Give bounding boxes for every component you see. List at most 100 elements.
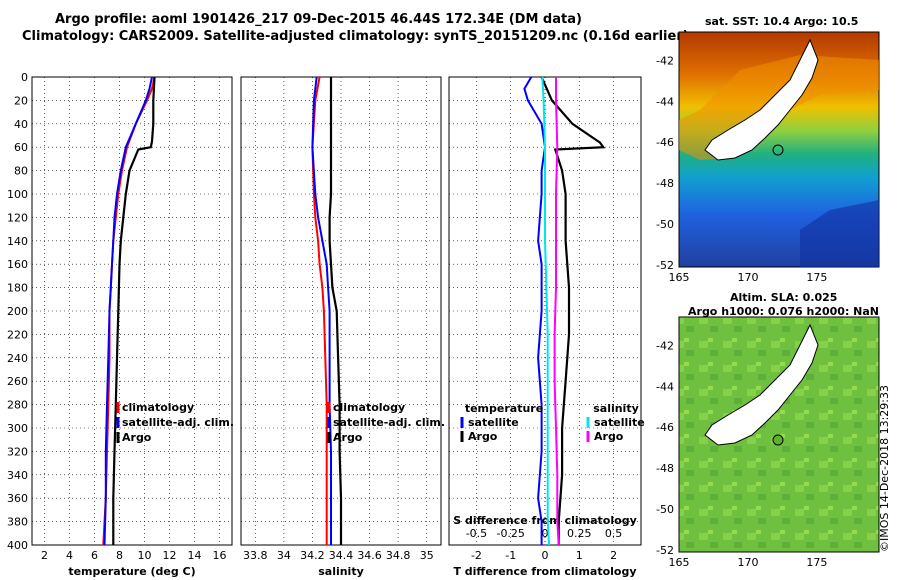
sst-map-x-tick-label: 175 [806,271,827,284]
sst-map-y-tick-label: -50 [656,218,674,231]
y-tick-label: 400 [7,539,28,552]
sla-map-y-tick-label: -46 [656,421,674,434]
x-tick-label: 33.8 [243,549,268,562]
sst-map-y-tick-label: -46 [656,136,674,149]
x-tick-label: 35 [420,549,434,562]
legend-label: satellite-adj. clim. [333,416,445,429]
legend-label: Argo [122,431,152,444]
x-secondary-tick-label: 0.5 [605,527,623,540]
y-tick-label: 340 [7,469,28,482]
sla-map-x-tick-label: 165 [669,556,690,569]
x-tick-label: 2 [41,549,48,562]
y-tick-label: 380 [7,516,28,529]
y-tick-label: 0 [21,71,28,84]
panel-temperature: 0 20 40 60 80 100 120 140 160 180 200 220 240 260 280 3… [7,71,234,578]
legend-label: Argo [333,431,363,444]
y-tick-label: 160 [7,258,28,271]
series-line [523,76,547,545]
sst-new-zealand-land [704,38,819,161]
y-tick-label: 280 [7,399,28,412]
y-tick-label: 300 [7,422,28,435]
series-line [328,77,343,545]
legend-label: Argo [468,430,498,443]
series-line [103,76,153,546]
x-tick-label: 1 [576,549,583,562]
x-tick-label: 34.4 [329,549,354,562]
x-secondary-axis-label: S difference from climatology [453,514,637,527]
x-axis-label: temperature (deg C) [68,565,195,578]
chart-title-line2: Climatology: CARS2009. Satellite-adjuste… [22,29,689,44]
sst-map-x-tick-label: 170 [737,271,758,284]
x-tick-label: 34 [277,549,291,562]
x-tick-label: 34.6 [357,549,382,562]
sst-map-title: sat. SST: 10.4 Argo: 10.5 [705,15,859,28]
sla-argo-marker [772,434,784,446]
y-tick-label: 40 [14,118,28,131]
legend-label: satellite [468,416,519,429]
y-tick-label: 60 [14,141,28,154]
series-line [553,77,560,546]
x-tick-label: 4 [66,549,73,562]
legend-salinity-title: salinity [593,402,639,415]
y-tick-label: 180 [7,282,28,295]
y-tick-label: 220 [7,328,28,341]
sla-map-y-tick-label: -52 [656,544,674,557]
sla-map [678,316,880,553]
x-tick-label: 14 [188,549,202,562]
x-axis-label: T difference from climatology [453,565,636,578]
x-tick-label: 0 [542,549,549,562]
sla-map-title-line2: Argo h1000: 0.076 h2000: NaN [688,305,880,318]
legend-label: climatology [122,401,194,414]
sla-map-x-tick-label: 175 [806,556,827,569]
series-line [540,76,606,545]
x-secondary-tick-label: -0.25 [496,527,524,540]
sla-new-zealand-land [704,323,819,446]
sst-map-y-tick-label: -44 [656,95,674,108]
sst-cold-pool [800,200,879,267]
x-tick-label: 8 [116,549,123,562]
legend-label: Argo [594,430,624,443]
y-tick-label: 260 [7,375,28,388]
x-tick-label: 34.2 [300,549,325,562]
legend-temperature-title: temperature [465,402,543,415]
x-tick-label: 12 [163,549,177,562]
x-tick-label: -2 [471,549,482,562]
sla-map-title-line1: Altim. SLA: 0.025 [730,291,838,304]
sla-map-y-tick-label: -48 [656,462,674,475]
x-axis-label: salinity [318,565,364,578]
sla-map-y-tick-label: -42 [656,339,674,352]
legend-label: satellite-adj. clim. [122,416,234,429]
sst-map-y-tick-label: -48 [656,177,674,190]
y-tick-label: 200 [7,305,28,318]
chart-title-line1: Argo profile: aoml 1901426_217 09-Dec-20… [55,12,582,27]
panel-salinity: 33.8 34 34.2 34.4 34.6 34.8 35 salinity climatol… [240,76,445,578]
legend-label: satellite [594,416,645,429]
y-tick-label: 140 [7,235,28,248]
y-tick-label: 20 [14,94,28,107]
sst-argo-marker [772,144,784,156]
x-tick-label: 6 [91,549,98,562]
legend-label: climatology [333,401,405,414]
x-tick-label: 34.8 [386,549,411,562]
x-tick-label: 16 [213,549,227,562]
series-line [112,76,156,545]
copyright-stamp: ©IMOS 14-Dec-2018 13:29:33 [878,385,891,552]
panel-difference: -2 -1 0 1 2-0.5 -0.25 0 0.25 0.5S difference fro… [448,76,645,578]
y-tick-label: 120 [7,211,28,224]
sla-map-y-tick-label: -50 [656,503,674,516]
sst-map-y-tick-label: -52 [656,259,674,272]
sst-map-y-tick-label: -42 [656,54,674,67]
x-tick-label: -1 [505,549,516,562]
y-tick-label: 320 [7,445,28,458]
sla-map-y-tick-label: -44 [656,380,674,393]
y-tick-label: 360 [7,492,28,505]
x-secondary-tick-label: 0.25 [567,527,592,540]
y-tick-label: 80 [14,165,28,178]
y-tick-label: 240 [7,352,28,365]
y-tick-label: 100 [7,188,28,201]
series-line [541,76,551,546]
x-tick-label: 2 [610,549,617,562]
x-secondary-tick-label: -0.5 [466,527,487,540]
sst-map [678,31,880,268]
